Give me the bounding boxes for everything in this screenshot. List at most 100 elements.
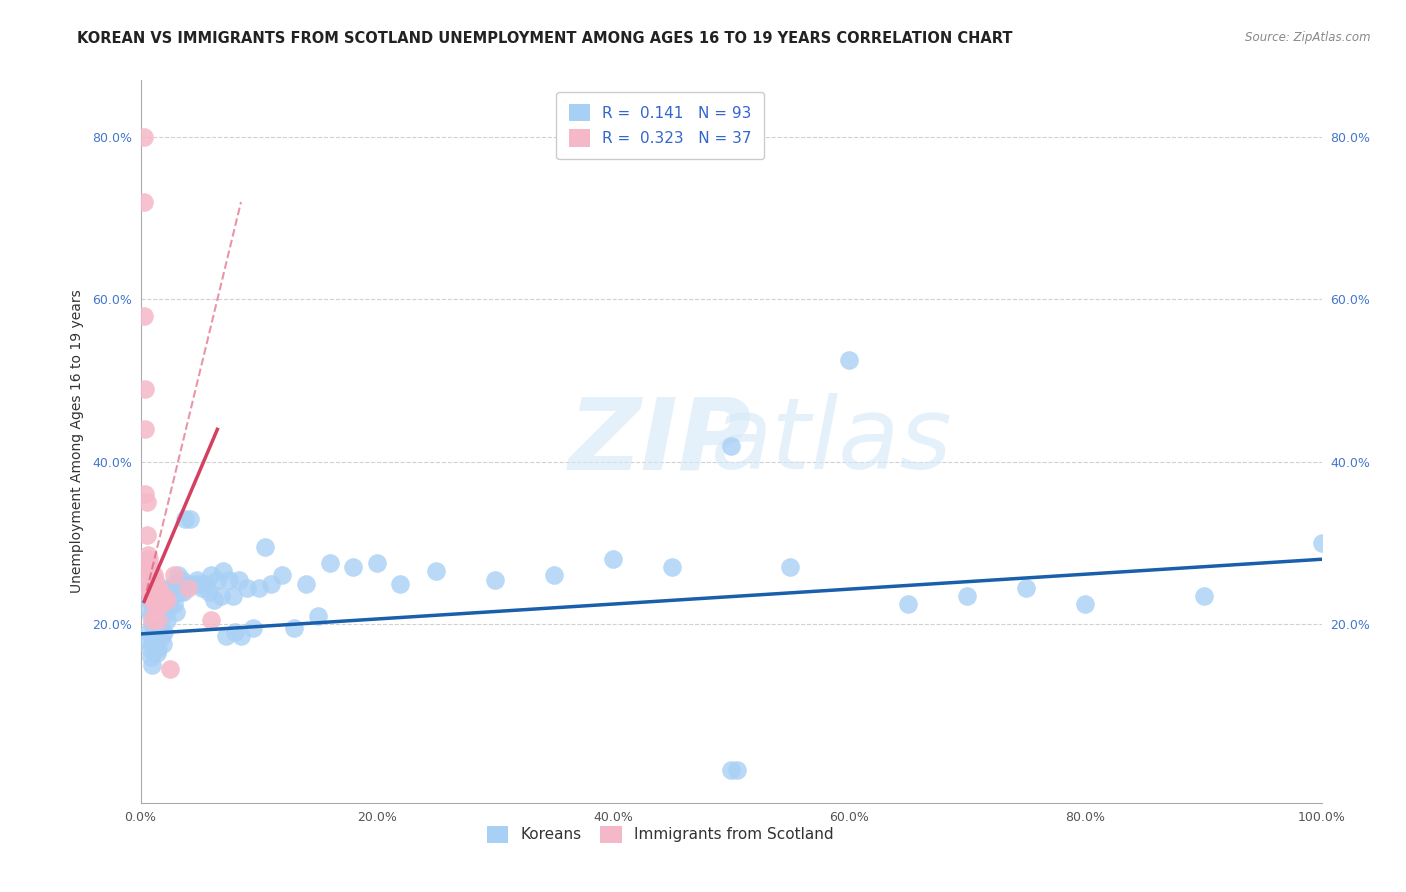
Point xyxy=(720,764,742,778)
Point xyxy=(148,592,170,607)
Point xyxy=(218,573,240,587)
Point xyxy=(136,565,159,579)
Point xyxy=(174,511,197,525)
Point xyxy=(153,625,176,640)
Point xyxy=(163,597,186,611)
Point xyxy=(159,592,181,607)
Point xyxy=(183,576,205,591)
Point xyxy=(253,540,276,554)
Point xyxy=(165,576,187,591)
Point xyxy=(148,641,170,656)
Point xyxy=(186,573,208,587)
Point xyxy=(141,609,163,624)
Point xyxy=(295,576,318,591)
Point xyxy=(152,638,174,652)
Point xyxy=(134,195,156,210)
Point xyxy=(389,576,412,591)
Point xyxy=(242,621,264,635)
Point xyxy=(207,573,229,587)
Point xyxy=(143,573,166,587)
Point xyxy=(136,581,159,595)
Point xyxy=(1074,597,1097,611)
Point xyxy=(229,629,252,643)
Point xyxy=(142,633,165,648)
Point xyxy=(271,568,294,582)
Point xyxy=(148,613,170,627)
Point xyxy=(366,557,388,571)
Point xyxy=(148,584,170,599)
Point xyxy=(169,584,191,599)
Point xyxy=(141,597,163,611)
Point xyxy=(165,605,187,619)
Point xyxy=(194,576,217,591)
Point xyxy=(177,581,200,595)
Point xyxy=(602,552,624,566)
Point xyxy=(1015,581,1038,595)
Point xyxy=(236,581,259,595)
Point xyxy=(224,625,246,640)
Point xyxy=(200,613,222,627)
Point xyxy=(779,560,801,574)
Point xyxy=(143,641,166,656)
Point xyxy=(142,568,165,582)
Point xyxy=(138,625,160,640)
Point xyxy=(141,657,163,672)
Point xyxy=(155,581,177,595)
Point xyxy=(150,592,173,607)
Point xyxy=(1192,589,1215,603)
Point xyxy=(179,511,201,525)
Point xyxy=(163,568,186,582)
Point xyxy=(146,597,169,611)
Point xyxy=(141,568,163,582)
Point xyxy=(247,581,270,595)
Point xyxy=(139,592,162,607)
Text: Source: ZipAtlas.com: Source: ZipAtlas.com xyxy=(1246,31,1371,45)
Point xyxy=(149,621,172,635)
Point xyxy=(135,495,157,509)
Point xyxy=(141,592,163,607)
Point xyxy=(135,601,157,615)
Point xyxy=(139,584,162,599)
Point xyxy=(838,353,860,368)
Point xyxy=(138,552,160,566)
Point xyxy=(135,552,157,566)
Point xyxy=(156,601,179,615)
Point xyxy=(141,565,163,579)
Point xyxy=(138,584,160,599)
Point xyxy=(141,589,163,603)
Point xyxy=(146,609,169,624)
Point xyxy=(145,597,167,611)
Point xyxy=(155,613,177,627)
Point xyxy=(725,764,748,778)
Point xyxy=(200,568,222,582)
Point xyxy=(138,573,160,587)
Point xyxy=(484,573,506,587)
Point xyxy=(134,309,156,323)
Y-axis label: Unemployment Among Ages 16 to 19 years: Unemployment Among Ages 16 to 19 years xyxy=(70,290,84,593)
Point xyxy=(188,576,211,591)
Point xyxy=(148,613,170,627)
Point xyxy=(222,589,245,603)
Point xyxy=(134,422,156,436)
Point xyxy=(141,638,163,652)
Point xyxy=(209,589,232,603)
Point xyxy=(170,573,193,587)
Point xyxy=(198,584,221,599)
Point xyxy=(342,560,364,574)
Point xyxy=(136,548,159,562)
Point xyxy=(145,629,167,643)
Point xyxy=(177,576,200,591)
Point xyxy=(141,649,163,664)
Point xyxy=(139,641,162,656)
Point xyxy=(191,581,214,595)
Point xyxy=(134,130,156,145)
Point xyxy=(150,597,173,611)
Point xyxy=(543,568,565,582)
Point xyxy=(149,597,172,611)
Point xyxy=(155,592,177,607)
Point xyxy=(307,609,329,624)
Point xyxy=(956,589,979,603)
Point xyxy=(134,487,156,501)
Point xyxy=(283,621,305,635)
Point xyxy=(143,605,166,619)
